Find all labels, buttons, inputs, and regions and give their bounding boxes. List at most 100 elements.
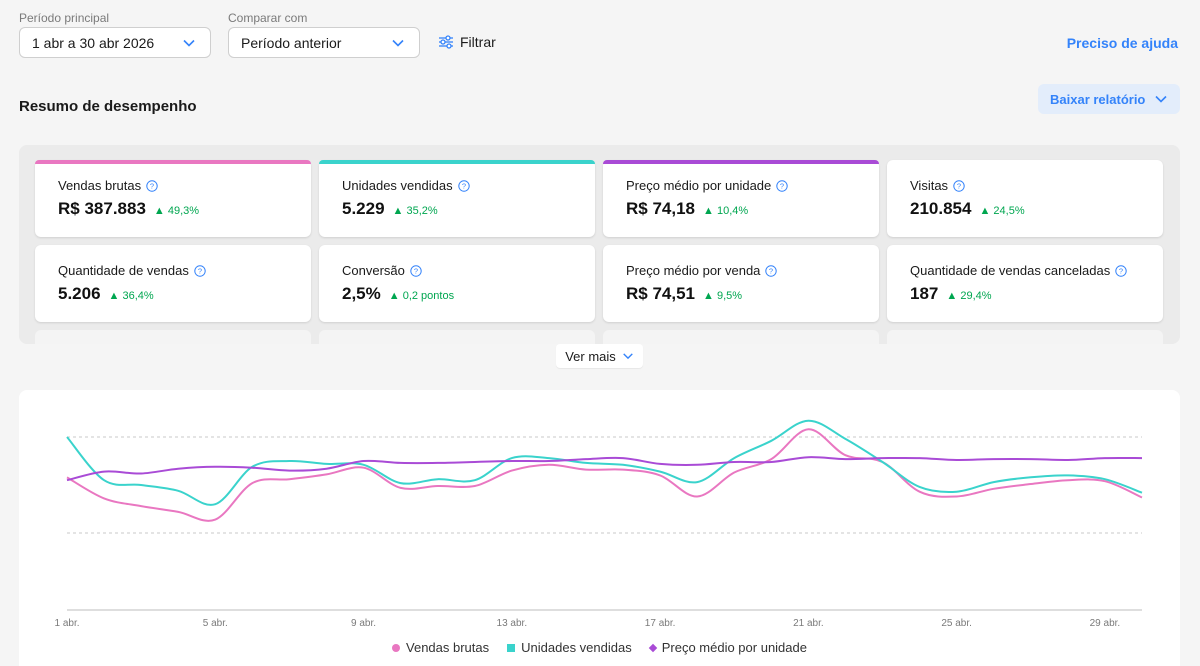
x-tick-label: 21 abr. bbox=[793, 618, 824, 629]
metric-value: R$ 74,51 bbox=[626, 284, 695, 303]
see-more-button[interactable]: Ver mais bbox=[556, 344, 643, 368]
legend-circle-marker bbox=[392, 643, 401, 652]
trend-up-icon: ▲ bbox=[388, 290, 400, 302]
metric-delta-value: 49,3% bbox=[167, 205, 200, 217]
metric-value: 5.229 bbox=[342, 199, 385, 218]
period-value: 1 abr a 30 abr 2026 bbox=[32, 34, 155, 51]
metric-delta: ▲ 29,4% bbox=[946, 290, 991, 302]
help-icon[interactable]: ? bbox=[765, 264, 778, 277]
trend-up-icon: ▲ bbox=[703, 290, 714, 302]
metric-name: Quantidade de vendas canceladas bbox=[910, 263, 1111, 278]
series-line-1[interactable] bbox=[66, 428, 1143, 522]
metric-card[interactable]: Quantidade de vendas canceladas? 187 ▲ 29,… bbox=[887, 245, 1163, 322]
metric-card[interactable]: Conversão? 2,5% ▲ 0,2 pontos bbox=[319, 245, 595, 322]
metric-delta: ▲ 35,2% bbox=[393, 205, 438, 217]
series-line-2[interactable] bbox=[66, 419, 1143, 506]
help-icon[interactable]: ? bbox=[776, 179, 788, 192]
metric-delta: ▲ 10,4% bbox=[703, 205, 748, 217]
period-select[interactable]: 1 abr a 30 abr 2026 bbox=[19, 27, 211, 58]
chevron-down-icon bbox=[1155, 95, 1167, 103]
trend-up-icon: ▲ bbox=[153, 205, 165, 217]
metric-name: Visitas bbox=[910, 178, 949, 193]
metric-card[interactable]: Preço médio por venda? R$ 74,51 ▲ 9,5% bbox=[603, 245, 879, 322]
x-tick-label: 29 abr. bbox=[1090, 618, 1121, 629]
chart-card: 1 abr. 5 abr. 9 abr. 13 abr. 17 abr. 21 abr. 2… bbox=[19, 390, 1180, 666]
metric-delta: ▲ 24,5% bbox=[979, 205, 1024, 217]
series-line-3[interactable] bbox=[66, 456, 1143, 482]
download-report-label: Baixar relatório bbox=[1050, 91, 1146, 107]
metric-card[interactable]: Unidades vendidas? 5.229 ▲ 35,2% bbox=[319, 160, 595, 237]
metric-accent-bar bbox=[319, 160, 595, 164]
help-icon[interactable]: ? bbox=[146, 179, 158, 192]
metric-value: R$ 74,18 bbox=[626, 199, 695, 218]
trend-up-icon: ▲ bbox=[108, 290, 120, 302]
metric-card-collapsed bbox=[887, 330, 1163, 344]
svg-text:?: ? bbox=[461, 181, 465, 190]
metric-card[interactable]: Preço médio por unidade? R$ 74,18 ▲ 10,4% bbox=[603, 160, 879, 237]
svg-text:?: ? bbox=[1119, 266, 1123, 275]
metric-delta-value: 0,2 pontos bbox=[402, 290, 455, 302]
filter-button[interactable]: Filtrar bbox=[438, 34, 496, 50]
see-more-label: Ver mais bbox=[565, 348, 616, 364]
metric-name: Unidades vendidas bbox=[342, 178, 453, 193]
metric-card[interactable]: Quantidade de vendas? 5.206 ▲ 36,4% bbox=[35, 245, 311, 322]
legend-item[interactable]: Unidades vendidas bbox=[507, 640, 632, 655]
legend-label: Unidades vendidas bbox=[521, 640, 632, 655]
trend-up-icon: ▲ bbox=[979, 205, 991, 217]
metric-delta-value: 24,5% bbox=[993, 205, 1025, 217]
help-icon[interactable]: ? bbox=[1115, 264, 1127, 277]
legend-label: Preço médio por unidade bbox=[661, 640, 807, 655]
metric-value: 187 bbox=[910, 284, 939, 303]
x-tick-label: 9 abr. bbox=[351, 618, 376, 629]
metric-delta-value: 10,4% bbox=[716, 205, 749, 217]
help-icon[interactable]: ? bbox=[457, 179, 470, 192]
metric-card[interactable]: Vendas brutas? R$ 387.883 ▲ 49,3% bbox=[35, 160, 311, 237]
help-icon[interactable]: ? bbox=[410, 264, 422, 277]
metric-delta-value: 29,4% bbox=[960, 290, 992, 302]
legend-label: Vendas brutas bbox=[406, 640, 490, 655]
metric-name: Preço médio por unidade bbox=[626, 178, 772, 193]
compare-select[interactable]: Período anterior bbox=[228, 27, 420, 58]
metric-delta-value: 35,2% bbox=[406, 205, 438, 217]
chevron-down-icon bbox=[183, 39, 195, 47]
download-report-button[interactable]: Baixar relatório bbox=[1038, 84, 1180, 114]
metric-delta-value: 9,5% bbox=[716, 290, 743, 302]
metric-value: 210.854 bbox=[910, 199, 972, 218]
line-chart: 1 abr. 5 abr. 9 abr. 13 abr. 17 abr. 21 abr. 2… bbox=[54, 419, 1143, 629]
svg-text:?: ? bbox=[150, 181, 154, 190]
compare-value: Período anterior bbox=[241, 34, 342, 51]
metric-value: 2,5% bbox=[342, 284, 381, 303]
metric-delta: ▲ 49,3% bbox=[154, 205, 199, 217]
x-tick-label: 13 abr. bbox=[497, 618, 528, 629]
legend-item[interactable]: Vendas brutas bbox=[392, 640, 489, 655]
metric-delta: ▲ 36,4% bbox=[109, 290, 154, 302]
legend-item[interactable]: Preço médio por unidade bbox=[648, 640, 807, 655]
svg-text:?: ? bbox=[414, 266, 418, 275]
metric-delta: ▲ 0,2 pontos bbox=[389, 290, 454, 302]
legend-square-marker bbox=[507, 643, 516, 652]
chart-legend: Vendas brutas Unidades vendidas Preço médi… bbox=[19, 640, 1180, 655]
trend-up-icon: ▲ bbox=[392, 205, 404, 217]
svg-text:?: ? bbox=[780, 181, 784, 190]
metric-accent-bar bbox=[35, 160, 311, 164]
metric-card-collapsed bbox=[35, 330, 311, 344]
x-tick-label: 5 abr. bbox=[203, 618, 228, 629]
chevron-down-icon bbox=[392, 39, 404, 47]
metric-value: R$ 387.883 bbox=[58, 199, 146, 218]
help-icon[interactable]: ? bbox=[194, 264, 206, 277]
metric-value: 5.206 bbox=[58, 284, 101, 303]
trend-up-icon: ▲ bbox=[703, 205, 714, 217]
help-link[interactable]: Preciso de ajuda bbox=[1066, 35, 1178, 51]
metric-card-collapsed bbox=[319, 330, 595, 344]
metric-card[interactable]: Visitas? 210.854 ▲ 24,5% bbox=[887, 160, 1163, 237]
compare-label: Comparar com bbox=[228, 11, 308, 25]
metrics-panel: Vendas brutas? R$ 387.883 ▲ 49,3% Unidades … bbox=[19, 145, 1180, 344]
legend-diamond-marker bbox=[648, 643, 657, 652]
metric-delta: ▲ 9,5% bbox=[703, 290, 742, 302]
metric-card-collapsed bbox=[603, 330, 879, 344]
help-icon[interactable]: ? bbox=[953, 179, 965, 192]
metric-name: Quantidade de vendas bbox=[58, 263, 189, 278]
x-tick-label: 25 abr. bbox=[941, 618, 972, 629]
metric-accent-bar bbox=[603, 160, 879, 164]
metric-name: Conversão bbox=[342, 263, 405, 278]
